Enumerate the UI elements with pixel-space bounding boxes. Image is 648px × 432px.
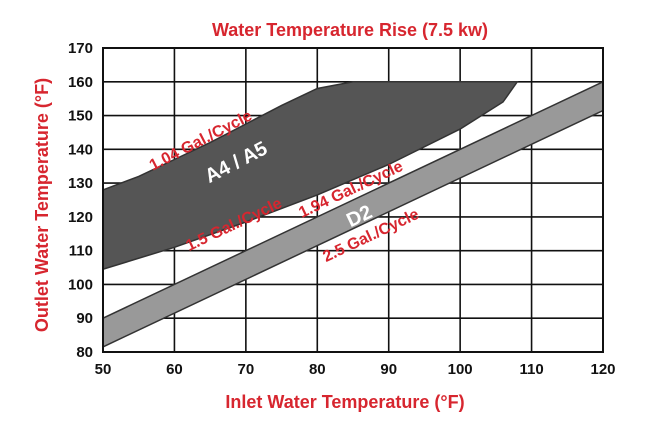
tick-labels: 50 60 70 80 90 100 110 120 80 90 100 110 120 130 140 15… bbox=[68, 40, 616, 378]
y-tick-label: 90 bbox=[76, 310, 93, 327]
x-tick-label: 110 bbox=[519, 361, 543, 378]
plot-frame bbox=[102, 47, 604, 353]
x-tick-label: 50 bbox=[95, 361, 112, 378]
y-tick-label: 100 bbox=[68, 276, 93, 293]
chart-title: Water Temperature Rise (7.5 kw) bbox=[212, 20, 488, 40]
y-tick-label: 80 bbox=[76, 344, 93, 361]
y-axis-title: Outlet Water Temperature (°F) bbox=[32, 78, 52, 332]
y-tick-label: 130 bbox=[68, 175, 93, 192]
x-tick-label: 100 bbox=[448, 361, 473, 378]
band-a4-a5 bbox=[102, 81, 519, 271]
plot-border bbox=[102, 47, 604, 353]
x-tick-label: 120 bbox=[590, 361, 615, 378]
x-axis-title: Inlet Water Temperature (°F) bbox=[225, 392, 464, 412]
x-tick-label: 90 bbox=[380, 361, 397, 378]
y-tick-label: 110 bbox=[69, 243, 93, 260]
x-tick-label: 60 bbox=[166, 361, 183, 378]
y-tick-label: 140 bbox=[68, 141, 93, 158]
y-tick-label: 170 bbox=[68, 40, 93, 57]
x-tick-label: 80 bbox=[309, 361, 326, 378]
x-tick-label: 70 bbox=[238, 361, 255, 378]
y-tick-label: 160 bbox=[68, 74, 93, 91]
y-tick-label: 120 bbox=[68, 209, 93, 226]
y-tick-label: 150 bbox=[68, 108, 93, 125]
